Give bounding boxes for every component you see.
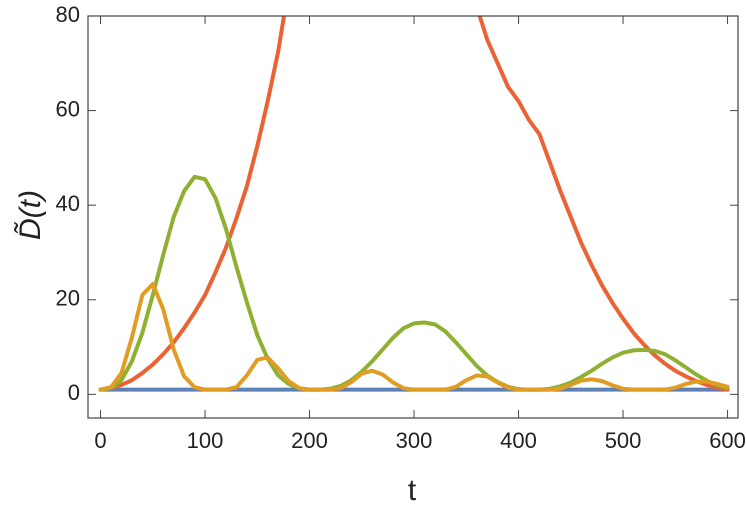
x-tick-label: 300 xyxy=(396,428,433,453)
x-axis-label: t xyxy=(408,474,417,507)
x-tick-label: 400 xyxy=(500,428,537,453)
x-tick-label: 600 xyxy=(709,428,746,453)
line-series xyxy=(98,282,730,392)
plot-area xyxy=(98,16,730,392)
x-tick-label: 100 xyxy=(187,428,224,453)
frame xyxy=(87,15,739,419)
y-tick-label: 20 xyxy=(56,286,80,311)
x-tick-label: 200 xyxy=(291,428,328,453)
line-series xyxy=(98,16,730,392)
y-tick-label: 80 xyxy=(56,2,80,27)
y-tick-label: 0 xyxy=(68,380,80,405)
y-axis-label: D̃(t) xyxy=(14,190,47,240)
line-series xyxy=(98,174,730,392)
x-tick-label: 500 xyxy=(605,428,642,453)
y-tick-label: 40 xyxy=(56,191,80,216)
x-tick-label: 0 xyxy=(94,428,106,453)
y-tick-label: 60 xyxy=(56,96,80,121)
